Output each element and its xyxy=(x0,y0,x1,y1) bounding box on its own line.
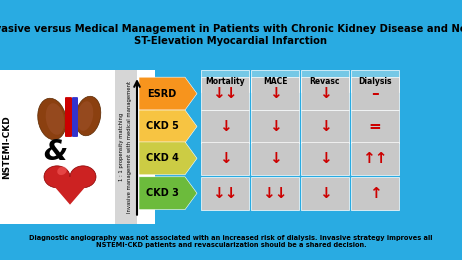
FancyBboxPatch shape xyxy=(301,142,349,175)
Ellipse shape xyxy=(75,96,101,136)
FancyBboxPatch shape xyxy=(201,110,249,143)
FancyBboxPatch shape xyxy=(251,142,299,175)
Text: Mortality: Mortality xyxy=(205,77,245,86)
FancyBboxPatch shape xyxy=(351,77,399,110)
Text: ↓: ↓ xyxy=(268,151,281,166)
Ellipse shape xyxy=(46,103,64,135)
FancyBboxPatch shape xyxy=(0,70,155,224)
Text: ↓: ↓ xyxy=(319,119,331,134)
Polygon shape xyxy=(139,142,197,175)
Text: Diagnostic angiography was not associated with an increased risk of dialysis. In: Diagnostic angiography was not associate… xyxy=(29,235,433,248)
Text: ESRD: ESRD xyxy=(147,89,176,99)
FancyBboxPatch shape xyxy=(351,110,399,143)
Text: ↓: ↓ xyxy=(268,119,281,134)
Text: ↓: ↓ xyxy=(319,151,331,166)
Text: Invasive management with medical management: Invasive management with medical managem… xyxy=(128,81,133,213)
FancyBboxPatch shape xyxy=(201,77,249,110)
Text: CKD 3: CKD 3 xyxy=(146,188,178,198)
Text: ↑↑: ↑↑ xyxy=(362,151,388,166)
FancyBboxPatch shape xyxy=(72,97,78,137)
Ellipse shape xyxy=(57,167,67,175)
FancyBboxPatch shape xyxy=(115,70,137,224)
Polygon shape xyxy=(139,77,197,110)
Text: MACE: MACE xyxy=(263,77,287,86)
FancyBboxPatch shape xyxy=(301,110,349,143)
FancyBboxPatch shape xyxy=(201,142,249,175)
Ellipse shape xyxy=(44,166,70,188)
Text: CKD 5: CKD 5 xyxy=(146,121,178,132)
Text: ↓↓: ↓↓ xyxy=(262,186,288,201)
Text: =: = xyxy=(369,119,381,134)
FancyBboxPatch shape xyxy=(351,70,399,92)
Text: Revasc: Revasc xyxy=(310,77,340,86)
Text: ↓↓: ↓↓ xyxy=(212,86,238,101)
Text: ↓: ↓ xyxy=(319,86,331,101)
Text: ↓↓: ↓↓ xyxy=(212,186,238,201)
FancyBboxPatch shape xyxy=(251,77,299,110)
Polygon shape xyxy=(139,177,197,210)
FancyBboxPatch shape xyxy=(201,177,249,210)
Ellipse shape xyxy=(38,98,66,140)
Ellipse shape xyxy=(70,166,96,188)
Text: &: & xyxy=(43,138,67,166)
FancyBboxPatch shape xyxy=(251,110,299,143)
Text: NSTEMI-CKD: NSTEMI-CKD xyxy=(2,115,12,179)
Ellipse shape xyxy=(77,101,93,131)
Text: Dialysis: Dialysis xyxy=(358,77,392,86)
FancyBboxPatch shape xyxy=(65,97,72,137)
FancyBboxPatch shape xyxy=(351,142,399,175)
FancyBboxPatch shape xyxy=(301,77,349,110)
FancyBboxPatch shape xyxy=(351,177,399,210)
Polygon shape xyxy=(139,110,197,143)
Text: ↓: ↓ xyxy=(319,186,331,201)
Text: ↓: ↓ xyxy=(219,119,231,134)
Text: ↓: ↓ xyxy=(268,86,281,101)
FancyBboxPatch shape xyxy=(251,177,299,210)
Text: Invasive versus Medical Management in Patients with Chronic Kidney Disease and N: Invasive versus Medical Management in Pa… xyxy=(0,24,462,46)
Text: ↑: ↑ xyxy=(369,186,381,201)
FancyBboxPatch shape xyxy=(301,177,349,210)
Text: –: – xyxy=(371,86,379,101)
FancyBboxPatch shape xyxy=(201,70,249,92)
Text: 1 : 1 propensity matching: 1 : 1 propensity matching xyxy=(120,113,124,181)
FancyBboxPatch shape xyxy=(301,70,349,92)
Polygon shape xyxy=(46,177,94,205)
Text: ↓: ↓ xyxy=(219,151,231,166)
Text: CKD 4: CKD 4 xyxy=(146,153,178,163)
FancyBboxPatch shape xyxy=(251,70,299,92)
